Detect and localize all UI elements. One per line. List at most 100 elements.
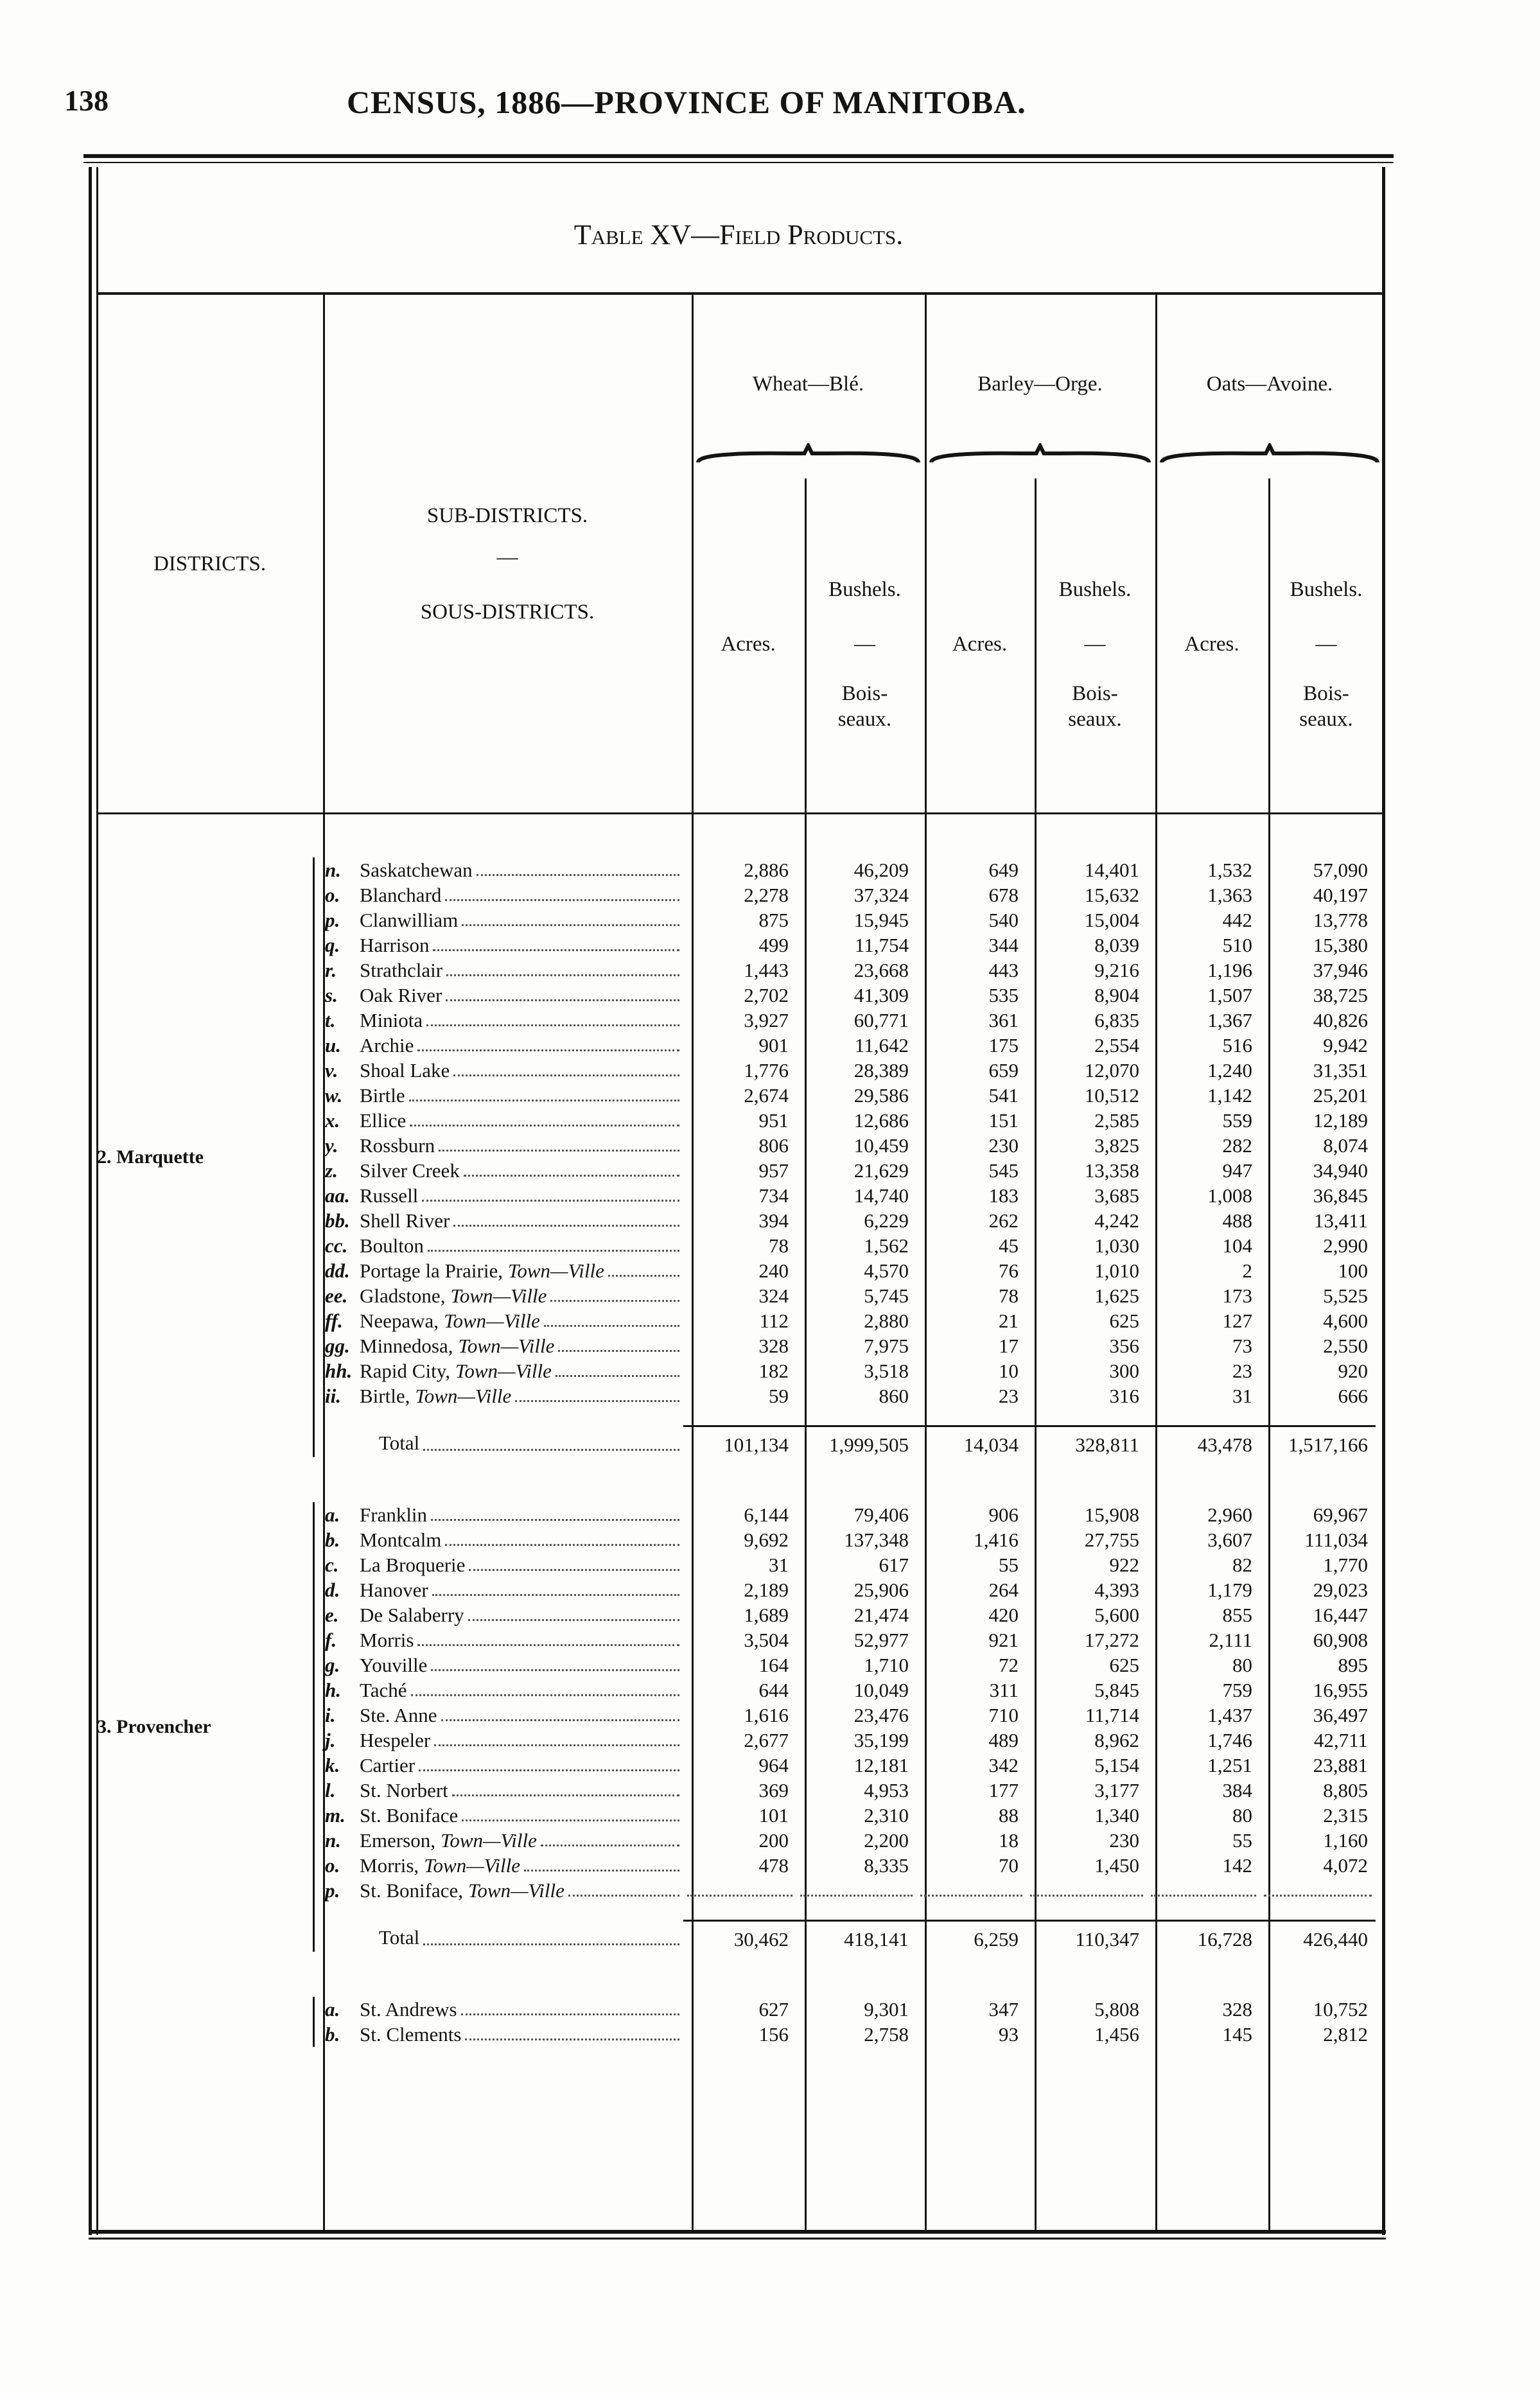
row-letter: c. xyxy=(325,1554,339,1576)
total-value: 418,141 xyxy=(796,1920,916,1952)
section: 2. Marquette n. Saskatchewan 2,886 46,209 649… xyxy=(93,857,1384,1457)
value-cell: 3,607 xyxy=(1207,1529,1252,1551)
row-letter: h. xyxy=(325,1679,341,1701)
value-cell: 920 xyxy=(1338,1360,1369,1382)
row-name: De Salaberry xyxy=(360,1604,464,1626)
value-cell: 177 xyxy=(988,1779,1019,1801)
dot-leader xyxy=(568,1878,679,1897)
name-cell: z. Silver Creek xyxy=(321,1158,683,1183)
value-cell: 11,642 xyxy=(854,1034,909,1056)
row-suffix: Town—Ville xyxy=(450,1284,547,1307)
name-cell: bb. Shell River xyxy=(321,1208,683,1233)
value-cell: 42,711 xyxy=(1313,1729,1368,1751)
sous-districts-header: SOUS-DISTRICTS. xyxy=(420,600,595,624)
row-suffix: Town—Ville xyxy=(424,1854,521,1877)
dot-leader xyxy=(432,1577,679,1596)
value-cell: 69,967 xyxy=(1313,1503,1368,1526)
value-cell: 79,406 xyxy=(853,1503,909,1526)
name-cell: d. Hanover xyxy=(321,1577,683,1602)
row-letter: w. xyxy=(325,1084,343,1107)
value-cell: 127 xyxy=(1222,1310,1253,1332)
data-row: gg. Minnedosa, Town—Ville 328 7,975 17 356 73 2,… xyxy=(321,1333,1384,1358)
value-cell: 15,945 xyxy=(853,909,909,931)
value-cell: 906 xyxy=(988,1503,1019,1526)
dot-leader xyxy=(423,1430,679,1451)
value-cell: 666 xyxy=(1338,1385,1369,1407)
dot-leader xyxy=(445,1527,679,1546)
name-cell: ee. Gladstone, Town—Ville xyxy=(321,1283,683,1308)
acres-header: Acres. xyxy=(952,633,1008,656)
row-letter: a. xyxy=(325,1503,340,1526)
row-name: La Broquerie xyxy=(360,1554,466,1576)
value-cell: 80 xyxy=(1232,1804,1252,1827)
data-row: dd. Portage la Prairie, Town—Ville 240 4,570… xyxy=(321,1258,1384,1283)
value-cell: 951 xyxy=(758,1109,789,1132)
value-cell: 37,946 xyxy=(1313,959,1368,981)
value-cell: 23 xyxy=(1232,1360,1252,1382)
data-row: ff. Neepawa, Town—Ville 112 2,880 21 625 127 4,6… xyxy=(321,1308,1384,1333)
value-cell: 3,518 xyxy=(864,1360,909,1382)
data-row: hh. Rapid City, Town—Ville 182 3,518 10 300 23 9… xyxy=(321,1358,1384,1383)
row-name: Franklin xyxy=(360,1503,428,1526)
dot-leader xyxy=(453,1058,679,1076)
row-letter: r. xyxy=(325,959,337,981)
value-cell: 29,586 xyxy=(853,1084,909,1107)
dot-leader xyxy=(451,1778,679,1796)
row-name: Morris, xyxy=(360,1854,419,1877)
row-letter: e. xyxy=(325,1604,339,1626)
value-cell: 36,497 xyxy=(1313,1704,1368,1726)
brace-path xyxy=(1160,443,1379,463)
value-cell: 183 xyxy=(988,1184,1019,1207)
header-top-rule xyxy=(96,292,1384,295)
row-letter: gg. xyxy=(325,1335,350,1357)
dot-leader xyxy=(468,1602,679,1621)
dot-leader xyxy=(446,958,679,976)
value-cell: 559 xyxy=(1222,1109,1253,1132)
value-cell: 264 xyxy=(988,1579,1019,1601)
value-cell: 2,189 xyxy=(744,1579,789,1601)
value-cell: 1,456 xyxy=(1094,2023,1139,2046)
data-row: o. Blanchard 2,278 37,324 678 15,632 1,363 40,1… xyxy=(321,882,1384,907)
row-name: Montcalm xyxy=(360,1529,442,1551)
dot-leader xyxy=(543,1308,679,1327)
value-cell: 394 xyxy=(758,1209,789,1232)
value-cell: 82 xyxy=(1232,1554,1252,1576)
value-cell: 344 xyxy=(988,934,1019,956)
row-letter: aa. xyxy=(325,1184,350,1207)
value-cell: 1,776 xyxy=(744,1059,789,1082)
value-cell: 14,401 xyxy=(1084,859,1139,881)
value-cell: 1,507 xyxy=(1207,984,1252,1006)
value-cell: 5,745 xyxy=(864,1284,909,1307)
value-cell: 342 xyxy=(988,1754,1019,1776)
value-cell: 1,450 xyxy=(1094,1854,1139,1877)
row-letter: p. xyxy=(325,1879,340,1902)
data-row: u. Archie 901 11,642 175 2,554 516 9,942 xyxy=(321,1033,1384,1058)
row-name: Hanover xyxy=(360,1579,428,1601)
brace xyxy=(1160,443,1379,463)
value-cell: 17,272 xyxy=(1084,1629,1139,1651)
row-name: Rossburn xyxy=(360,1134,435,1157)
dot-leader xyxy=(462,1803,679,1821)
value-cell: 36,845 xyxy=(1313,1184,1368,1207)
value-cell: 2,554 xyxy=(1094,1034,1139,1056)
total-value: 16,728 xyxy=(1147,1920,1260,1952)
row-name: Taché xyxy=(360,1679,407,1701)
value-cell: 1,010 xyxy=(1094,1259,1139,1282)
row-name: Birtle, xyxy=(360,1385,410,1407)
value-cell: 369 xyxy=(758,1779,789,1801)
row-name: Harrison xyxy=(360,934,430,956)
row-letter: i. xyxy=(325,1704,336,1726)
value-cell: 1,367 xyxy=(1207,1009,1252,1031)
dot-leader xyxy=(431,1652,679,1671)
value-cell: 45 xyxy=(999,1234,1019,1257)
name-cell: cc. Boulton xyxy=(321,1233,683,1258)
value-cell: 2,960 xyxy=(1207,1503,1252,1526)
value-cell: 356 xyxy=(1109,1335,1140,1357)
dot-leader xyxy=(515,1383,679,1402)
value-cell: 1,179 xyxy=(1207,1579,1252,1601)
value-cell: 9,942 xyxy=(1323,1034,1368,1056)
value-cell: 10,049 xyxy=(853,1679,909,1701)
row-letter: f. xyxy=(325,1629,337,1651)
total-value: 43,478 xyxy=(1147,1425,1260,1457)
row-name: Morris xyxy=(360,1629,414,1651)
